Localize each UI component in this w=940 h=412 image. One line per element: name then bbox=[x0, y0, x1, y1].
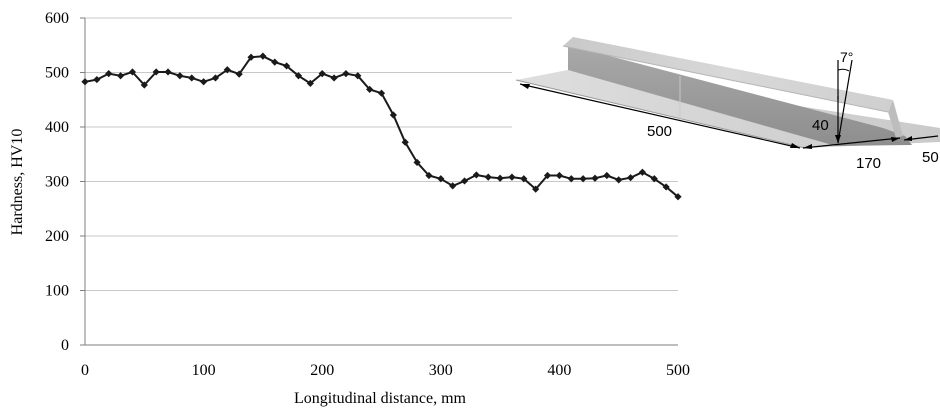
data-point bbox=[140, 81, 148, 89]
data-point bbox=[164, 68, 172, 76]
arrowhead bbox=[803, 144, 812, 149]
data-point bbox=[283, 62, 291, 70]
x-tick-label: 200 bbox=[310, 362, 334, 379]
rail-top-face bbox=[563, 37, 893, 112]
data-point bbox=[626, 174, 635, 182]
data-point bbox=[188, 74, 196, 82]
data-point bbox=[591, 174, 599, 182]
data-point bbox=[650, 175, 658, 183]
data-point bbox=[223, 66, 231, 74]
dim-angle-label: 7° bbox=[840, 49, 853, 65]
data-point bbox=[330, 74, 338, 82]
data-point bbox=[460, 177, 469, 185]
data-point bbox=[211, 74, 220, 82]
rail-far-wall bbox=[888, 100, 903, 138]
gridlines bbox=[85, 17, 678, 291]
data-point bbox=[437, 175, 445, 183]
data-point bbox=[116, 72, 125, 80]
data-point bbox=[81, 78, 89, 86]
arrowhead bbox=[904, 136, 912, 141]
dim-length-label: 500 bbox=[647, 123, 672, 140]
data-point bbox=[389, 111, 397, 119]
data-point bbox=[259, 52, 267, 60]
series-layer bbox=[81, 52, 682, 201]
data-point bbox=[235, 70, 243, 78]
data-point bbox=[401, 138, 409, 146]
data-point bbox=[484, 173, 492, 181]
y-tick-label: 300 bbox=[45, 174, 69, 191]
data-point bbox=[271, 58, 279, 66]
data-point bbox=[579, 175, 587, 183]
data-point bbox=[638, 168, 647, 176]
y-tick-label: 400 bbox=[45, 119, 69, 136]
y-tick-label: 600 bbox=[45, 10, 69, 27]
arrowhead bbox=[520, 84, 530, 89]
width-dimension-line bbox=[802, 137, 901, 149]
data-point bbox=[128, 68, 137, 76]
x-axis-label: Longitudinal distance, mm bbox=[294, 390, 467, 407]
data-point bbox=[93, 75, 101, 84]
data-point bbox=[508, 173, 516, 181]
data-point bbox=[200, 78, 208, 86]
data-point bbox=[306, 79, 314, 87]
data-point bbox=[496, 174, 504, 182]
dim-flange-label: 50 bbox=[922, 149, 939, 166]
x-tick-label: 0 bbox=[81, 362, 89, 379]
angle-line bbox=[837, 59, 853, 144]
data-point bbox=[152, 68, 160, 76]
axes bbox=[80, 17, 678, 346]
data-point bbox=[105, 69, 113, 78]
data-point bbox=[176, 72, 184, 80]
data-point bbox=[425, 171, 433, 180]
data-point bbox=[318, 69, 326, 78]
y-tick-label: 100 bbox=[45, 283, 69, 300]
data-point bbox=[615, 176, 623, 184]
angle-arc bbox=[837, 68, 850, 72]
y-tick-label: 200 bbox=[45, 228, 69, 245]
x-tick-label: 500 bbox=[666, 362, 690, 379]
data-point bbox=[543, 171, 552, 180]
rail-edge-line bbox=[515, 79, 806, 149]
data-point bbox=[662, 183, 670, 191]
dim-width-label: 170 bbox=[856, 155, 881, 172]
data-point bbox=[354, 72, 362, 80]
dim-height-label: 40 bbox=[812, 117, 829, 134]
data-point bbox=[247, 53, 255, 61]
arrowhead bbox=[891, 137, 900, 142]
data-point bbox=[555, 171, 563, 180]
data-point bbox=[674, 193, 682, 201]
x-tick-label: 300 bbox=[429, 362, 453, 379]
data-point bbox=[532, 185, 540, 193]
y-tick-label: 500 bbox=[45, 65, 69, 82]
rail-edge-line bbox=[562, 45, 889, 113]
data-point bbox=[377, 89, 386, 97]
data-point bbox=[567, 175, 575, 183]
length-dimension-line bbox=[519, 83, 801, 149]
y-axis-label: Hardness, HV10 bbox=[9, 129, 26, 236]
rail-inset: 500 170 50 40 7° bbox=[512, 14, 940, 172]
arrowhead bbox=[790, 143, 800, 148]
data-point bbox=[342, 69, 350, 78]
y-tick-label: 0 bbox=[61, 337, 69, 354]
tick-labels: 0 100 200 300 400 500 600 0 100 200 300 400 500 bbox=[45, 10, 690, 379]
data-point bbox=[366, 85, 374, 93]
data-point bbox=[449, 182, 457, 190]
rail-side-wall bbox=[568, 45, 912, 146]
data-point bbox=[603, 171, 611, 180]
x-tick-label: 100 bbox=[192, 362, 216, 379]
data-point bbox=[472, 171, 480, 179]
x-tick-label: 400 bbox=[547, 362, 571, 379]
data-point bbox=[520, 175, 528, 183]
data-point bbox=[294, 72, 303, 80]
data-point bbox=[413, 158, 421, 167]
